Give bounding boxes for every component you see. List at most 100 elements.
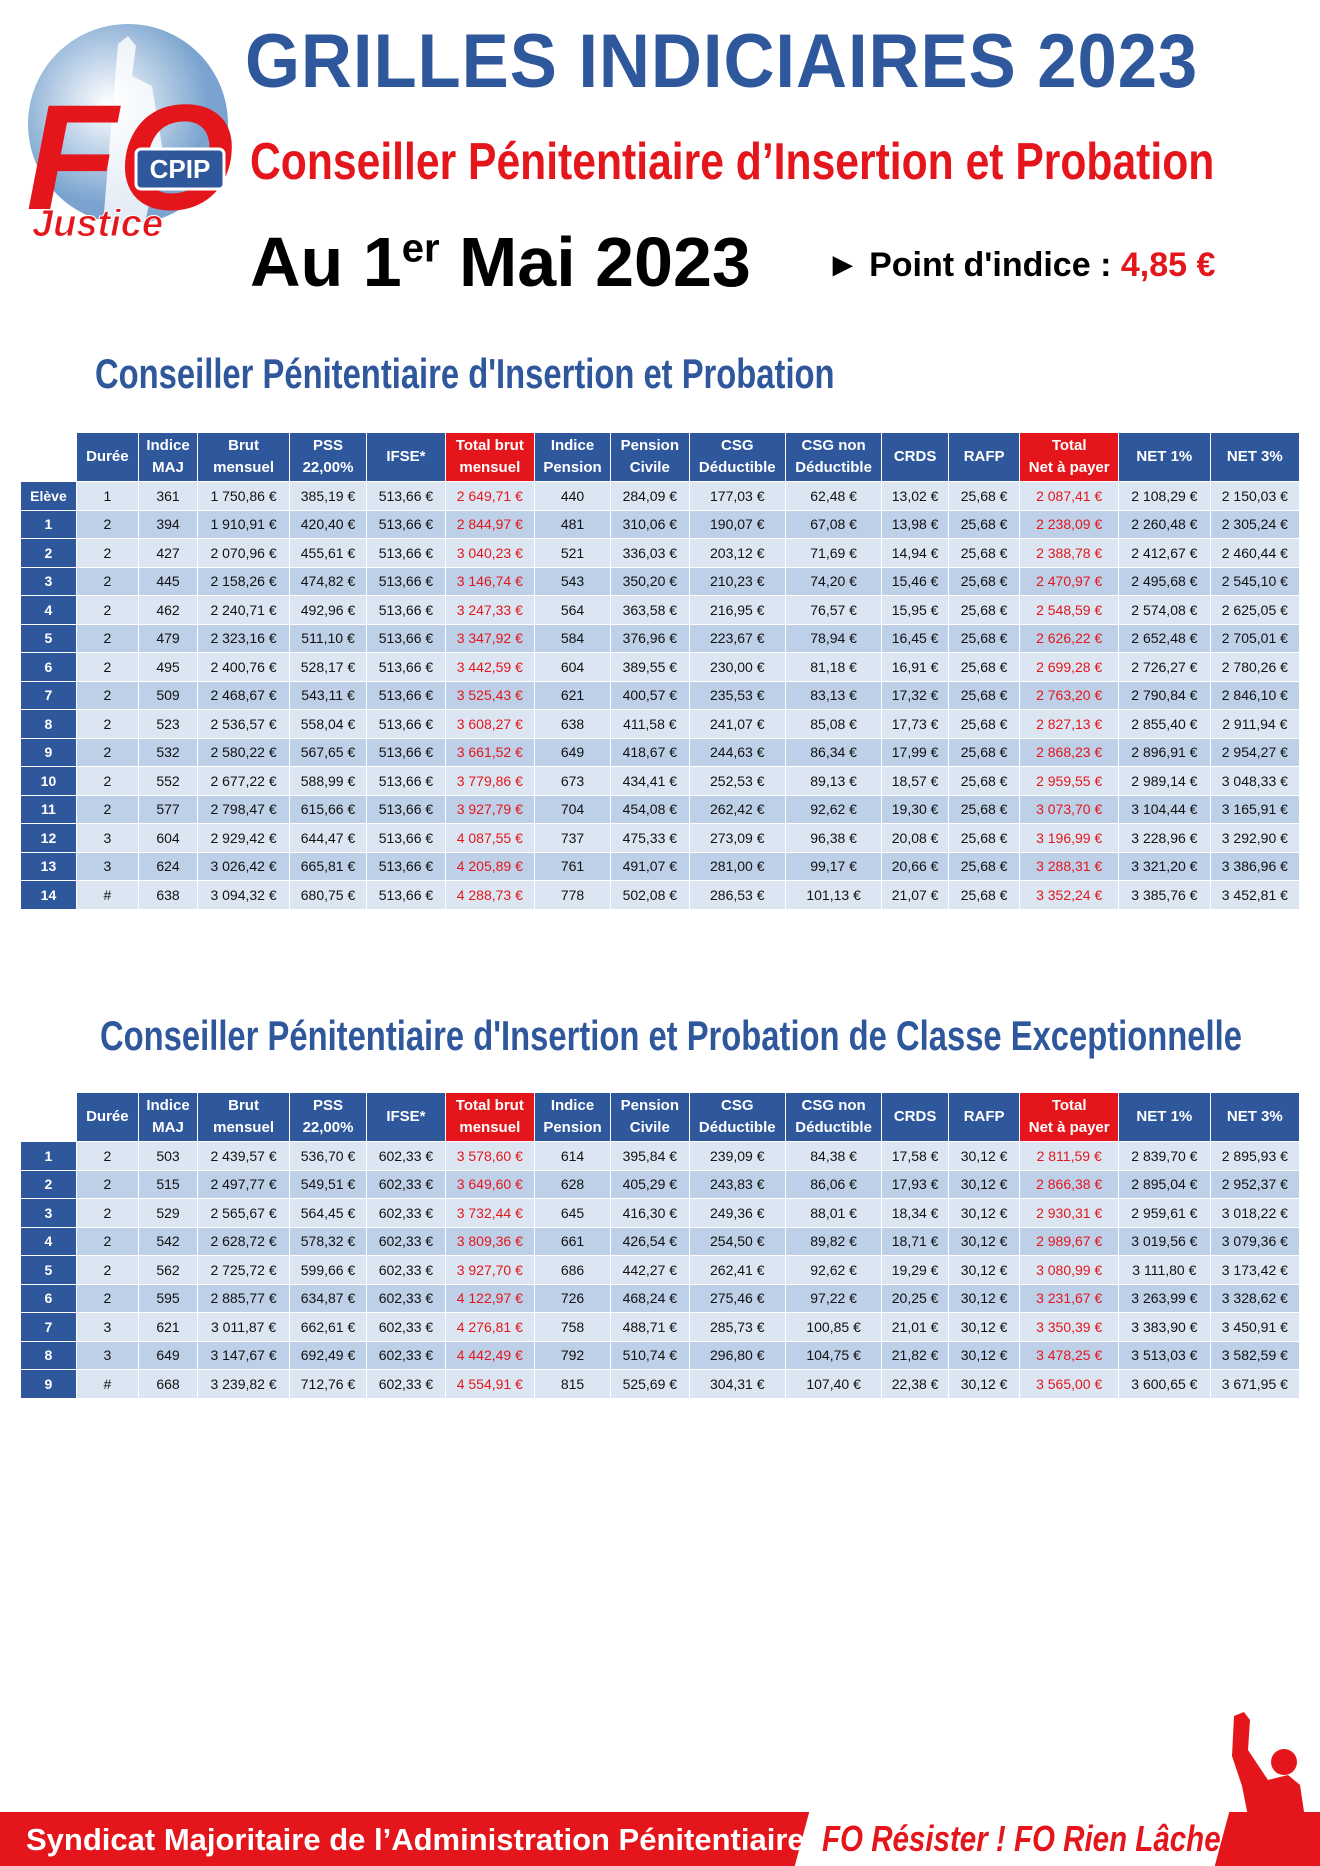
table-row: 1 2 503 2 439,57 €536,70 €602,33 €3 578,60 … [20, 1141, 1301, 1171]
table-row: 4 2 542 2 628,72 €578,32 €602,33 €3 809,36 … [20, 1226, 1301, 1256]
cell: 107,40 € [784, 1369, 883, 1399]
cell: 615,66 € [288, 794, 368, 824]
cell: 737 [533, 823, 612, 853]
cell: 2 625,05 € [1209, 595, 1301, 625]
cell: 21,82 € [881, 1340, 949, 1370]
cell: 2 895,04 € [1118, 1169, 1211, 1199]
row-label: 7 [20, 680, 77, 710]
cell: 3 732,44 € [444, 1198, 535, 1228]
cell: 602,33 € [366, 1340, 446, 1370]
cell: 2 855,40 € [1118, 709, 1211, 739]
cell: 296,80 € [688, 1340, 786, 1370]
header-line: Net à payer [1028, 459, 1110, 476]
cell: 2 798,47 € [197, 794, 290, 824]
cell: 1 [75, 481, 139, 511]
cell: 602,33 € [366, 1369, 446, 1399]
cell: 2 989,14 € [1118, 766, 1211, 796]
cell: 25,68 € [947, 766, 1021, 796]
cell: 286,53 € [688, 880, 786, 910]
cell: 420,40 € [288, 509, 368, 539]
cell: 3 146,74 € [444, 566, 535, 596]
cell: 30,12 € [947, 1226, 1021, 1256]
cell: 2 238,09 € [1019, 509, 1120, 539]
cell: 577 [137, 794, 199, 824]
cell: 81,18 € [784, 652, 883, 682]
cell: 376,96 € [610, 623, 690, 653]
row-label: 8 [20, 1340, 77, 1370]
cell: 468,24 € [610, 1283, 690, 1313]
row-label: 1 [20, 1141, 77, 1171]
cell: 25,68 € [947, 623, 1021, 653]
header-line: PSS [313, 1097, 344, 1114]
cell: 2 545,10 € [1209, 566, 1301, 596]
cell: 4 288,73 € [444, 880, 535, 910]
cell: 304,31 € [688, 1369, 786, 1399]
cell: 668 [137, 1369, 199, 1399]
cell: 3 147,67 € [197, 1340, 290, 1370]
cell: 3 011,87 € [197, 1312, 290, 1342]
cell: 523 [137, 709, 199, 739]
cell: 2 108,29 € [1118, 481, 1211, 511]
cell: 3 809,36 € [444, 1226, 535, 1256]
cell: 405,29 € [610, 1169, 690, 1199]
data-table: Durée Indice MAJ Brut mensuel PSS 22,00% IFSE* T… [20, 1092, 1301, 1399]
table-row: 4 2 462 2 240,71 €492,96 €513,66 €3 247,33 … [20, 595, 1301, 625]
table-row: 13 3 624 3 026,42 €665,81 €513,66 €4 205,89… [20, 851, 1301, 881]
cell: 3 927,70 € [444, 1255, 535, 1285]
row-label: 10 [20, 766, 77, 796]
cell: 3 513,03 € [1118, 1340, 1211, 1370]
row-label: 3 [20, 1198, 77, 1228]
header-line: mensuel [459, 459, 521, 476]
row-label: 14 [20, 880, 77, 910]
cell: 2 580,22 € [197, 737, 290, 767]
header-line: mensuel [213, 459, 274, 476]
cell: 4 442,49 € [444, 1340, 535, 1370]
cell: 2 705,01 € [1209, 623, 1301, 653]
cell: 815 [533, 1369, 612, 1399]
column-header: Total brut mensuel [444, 1092, 535, 1142]
cell: 2 763,20 € [1019, 680, 1120, 710]
cell: 88,01 € [784, 1198, 883, 1228]
cell: 2 911,94 € [1209, 709, 1301, 739]
cell: 440 [533, 481, 612, 511]
cell: 3 600,65 € [1118, 1369, 1211, 1399]
cell: 249,36 € [688, 1198, 786, 1228]
cell: 336,03 € [610, 538, 690, 568]
cell: 30,12 € [947, 1312, 1021, 1342]
column-header: NET 1% [1118, 1092, 1211, 1142]
cell: 416,30 € [610, 1198, 690, 1228]
cell: 3 080,99 € [1019, 1255, 1120, 1285]
cell: 704 [533, 794, 612, 824]
cell: 86,06 € [784, 1169, 883, 1199]
header-line: Net à payer [1028, 1119, 1110, 1136]
column-header: IFSE* [366, 1092, 446, 1142]
row-label: 8 [20, 709, 77, 739]
cell: 521 [533, 538, 612, 568]
cell: 2 790,84 € [1118, 680, 1211, 710]
table-row: 3 2 529 2 565,67 €564,45 €602,33 €3 732,44 … [20, 1198, 1301, 1228]
cell: 14,94 € [881, 538, 949, 568]
cell: 513,66 € [366, 794, 446, 824]
cell: 644,47 € [288, 823, 368, 853]
header-line: CSG [721, 437, 754, 454]
cell: 513,66 € [366, 509, 446, 539]
cell: 262,41 € [688, 1255, 786, 1285]
cell: 2 [75, 1283, 139, 1313]
cell: 673 [533, 766, 612, 796]
cell: 503 [137, 1141, 199, 1171]
cell: 492,96 € [288, 595, 368, 625]
cell: 2 070,96 € [197, 538, 290, 568]
header-line: CSG non [801, 437, 866, 454]
cell: 792 [533, 1340, 612, 1370]
cell: 13,98 € [881, 509, 949, 539]
cell: 649 [137, 1340, 199, 1370]
header-line: PSS [313, 437, 344, 454]
row-label: 5 [20, 1255, 77, 1285]
cell: 3 927,79 € [444, 794, 535, 824]
header-line: Durée [86, 448, 129, 465]
header-line: Déductible [698, 459, 776, 476]
cell: 22,38 € [881, 1369, 949, 1399]
row-label: 9 [20, 1369, 77, 1399]
point-label: ► Point d'indice : [826, 246, 1112, 284]
cell: 2 930,31 € [1019, 1198, 1120, 1228]
